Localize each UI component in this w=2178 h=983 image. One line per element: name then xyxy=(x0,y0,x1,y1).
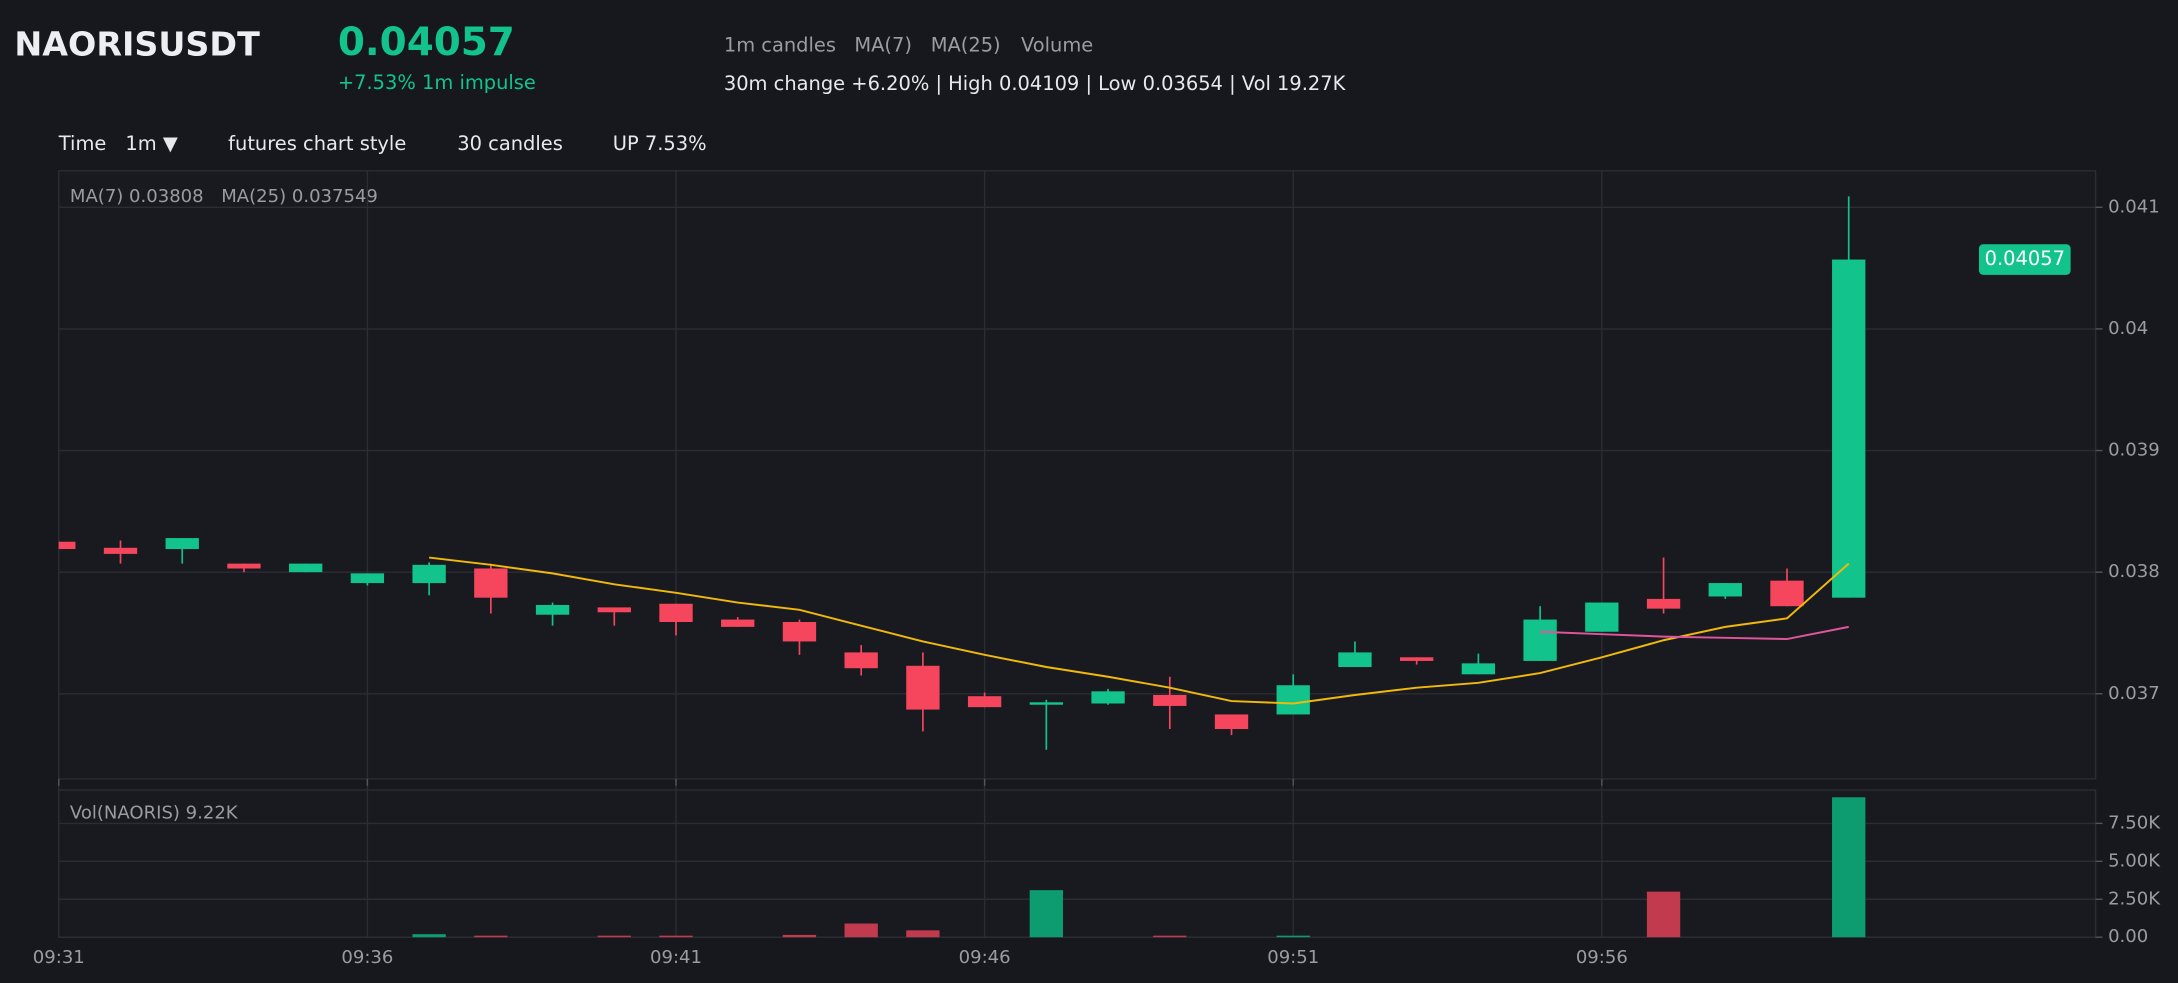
ma-line xyxy=(429,556,1850,705)
candle-body xyxy=(1708,583,1742,597)
meta-item: 1m candles xyxy=(724,33,836,56)
volume-bar xyxy=(474,935,508,938)
candle-body xyxy=(1585,602,1619,632)
candle-body xyxy=(1153,694,1187,706)
legend-ma25: MA(25) 0.037549 xyxy=(221,186,378,207)
meta-item: MA(7) xyxy=(854,33,912,56)
volume-bar xyxy=(1832,797,1866,938)
candle-body xyxy=(1770,580,1804,607)
y-tick-label: 0.037 xyxy=(2108,683,2160,704)
y-tick-label: 0.04 xyxy=(2108,318,2148,339)
toolbar-item[interactable]: 30 candles xyxy=(457,132,563,155)
volume-bar xyxy=(1029,890,1063,938)
volume-bar xyxy=(782,934,817,938)
candle-body xyxy=(967,696,1002,708)
volume-title: Vol(NAORIS) 9.22K xyxy=(70,803,239,824)
candle-body xyxy=(721,619,755,627)
candle-body xyxy=(659,603,693,623)
y-tick-label: 0.041 xyxy=(2108,196,2160,217)
toolbar-item[interactable]: Time xyxy=(58,132,107,155)
y-tick-label: 2.50K xyxy=(2108,888,2161,909)
y-tick-label: 5.00K xyxy=(2108,850,2161,871)
candle-body xyxy=(103,547,138,554)
impulse: +7.53% 1m impulse xyxy=(338,71,536,94)
stats: 30m change +6.20% | High 0.04109 | Low 0… xyxy=(724,72,1347,95)
toolbar-item[interactable]: UP 7.53% xyxy=(613,132,707,155)
volume-bar xyxy=(844,923,878,938)
x-tick-label: 09:46 xyxy=(959,947,1011,968)
y-tick-label: 0.038 xyxy=(2108,561,2160,582)
candle-body xyxy=(165,538,199,550)
meta-item: Volume xyxy=(1021,33,1093,56)
candle-body xyxy=(1832,259,1866,598)
volume-bar xyxy=(1646,891,1681,938)
ma-line xyxy=(1540,625,1849,641)
candle-body xyxy=(1029,702,1063,705)
candle-body xyxy=(535,604,570,615)
price-pane xyxy=(58,170,2097,780)
volume-pane xyxy=(58,789,2097,938)
x-tick-label: 09:56 xyxy=(1576,947,1628,968)
candle-body xyxy=(1276,685,1310,715)
volume-bar xyxy=(1276,935,1310,938)
volume-bar xyxy=(412,934,446,938)
volume-bar xyxy=(906,930,940,938)
y-tick-label: 0.039 xyxy=(2108,440,2160,461)
candle-body xyxy=(1214,714,1249,730)
candle-body xyxy=(227,563,261,569)
x-tick-label: 09:36 xyxy=(341,947,393,968)
x-tick-label: 09:31 xyxy=(33,947,85,968)
volume-bar xyxy=(597,935,631,938)
toolbar-item[interactable]: futures chart style xyxy=(228,132,406,155)
candle-body xyxy=(1461,663,1496,675)
price: 0.04057 xyxy=(338,20,515,65)
candle-body xyxy=(58,541,76,550)
symbol: NAORISUSDT xyxy=(14,24,260,63)
candle-body xyxy=(1523,619,1557,661)
y-tick-label: 7.50K xyxy=(2108,812,2161,833)
x-tick-label: 09:41 xyxy=(650,947,702,968)
candle-body xyxy=(782,622,817,642)
candle-body xyxy=(597,607,631,613)
candle-body xyxy=(289,563,323,573)
candle-body xyxy=(474,568,508,598)
candle-body xyxy=(1400,657,1434,661)
y-tick-label: 0.00 xyxy=(2108,926,2148,947)
x-tick-label: 09:51 xyxy=(1267,947,1319,968)
meta-item: MA(25) xyxy=(931,33,1001,56)
last-price-label: 0.04057 xyxy=(1985,247,2065,270)
candle-body xyxy=(1091,691,1125,704)
volume-bar xyxy=(1153,935,1187,938)
last-price-tag xyxy=(1978,244,2071,275)
candle-body xyxy=(844,652,878,669)
candle-body xyxy=(1646,598,1681,609)
candle-body xyxy=(906,665,940,710)
candle-body xyxy=(1338,652,1372,668)
candle-body xyxy=(350,573,385,584)
candle-body xyxy=(412,564,446,584)
legend-ma7: MA(7) 0.03808 xyxy=(70,186,204,207)
toolbar-item[interactable]: 1m ▼ xyxy=(125,132,177,155)
volume-bar xyxy=(659,935,693,938)
